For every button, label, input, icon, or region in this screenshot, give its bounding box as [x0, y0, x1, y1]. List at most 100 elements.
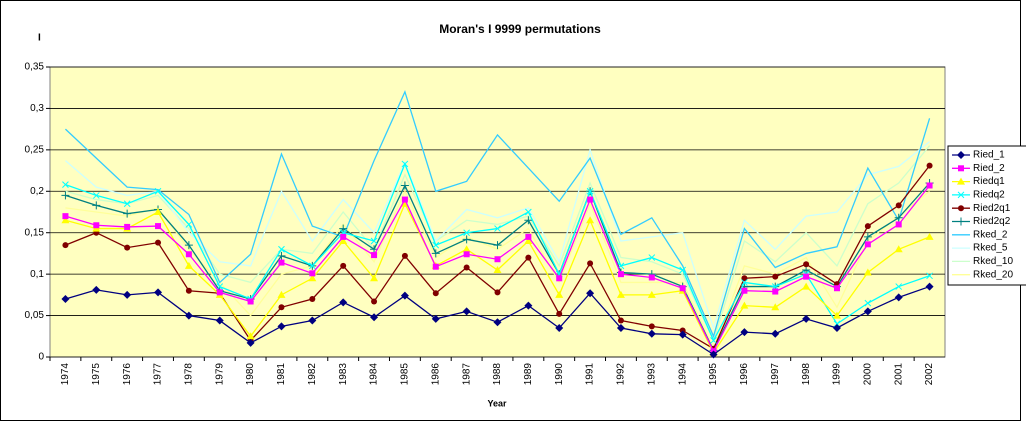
series-line	[64, 90, 931, 339]
marker	[277, 251, 286, 260]
marker	[308, 262, 316, 270]
marker	[432, 290, 439, 297]
marker	[493, 266, 502, 273]
marker	[154, 288, 163, 297]
x-tick-label: 1983	[338, 363, 349, 386]
marker	[556, 275, 563, 282]
marker	[309, 296, 316, 302]
marker	[62, 213, 69, 220]
marker	[587, 260, 594, 267]
marker	[832, 311, 841, 319]
marker	[462, 307, 471, 316]
marker	[863, 232, 872, 241]
marker	[494, 289, 501, 296]
marker	[371, 298, 378, 305]
marker	[184, 261, 193, 269]
marker	[617, 271, 624, 278]
marker	[431, 314, 440, 323]
legend-label: Ried_1	[973, 150, 1005, 161]
plot-area	[49, 66, 946, 358]
marker	[740, 328, 749, 337]
series-line	[65, 189, 930, 351]
x-tick-label: 1992	[616, 363, 627, 386]
marker	[92, 192, 100, 199]
marker	[525, 208, 532, 216]
x-tick-label: 1989	[523, 363, 534, 386]
x-tick-label: 1999	[832, 363, 843, 386]
marker	[371, 252, 378, 259]
x-tick-label: 1979	[214, 363, 225, 386]
marker	[958, 165, 964, 172]
y-tick-label: 0,2	[30, 186, 44, 197]
marker	[463, 229, 470, 237]
legend-label: Rked_20	[973, 269, 1013, 280]
marker	[926, 162, 933, 169]
marker	[555, 324, 564, 332]
marker	[741, 275, 748, 282]
marker	[401, 252, 408, 259]
marker	[678, 330, 687, 339]
x-tick-label: 1975	[91, 363, 102, 386]
marker	[370, 237, 378, 245]
y-tick-label: 0,15	[25, 227, 45, 238]
legend-label: Ried_2	[973, 163, 1005, 174]
marker	[679, 266, 687, 274]
marker	[339, 237, 348, 244]
marker	[124, 244, 131, 251]
marker	[370, 313, 379, 322]
x-tick-label: 1980	[245, 363, 256, 386]
marker	[524, 301, 533, 310]
x-tick-label: 1990	[554, 363, 565, 386]
marker	[556, 310, 563, 317]
marker	[833, 285, 840, 292]
x-tick-label: 1974	[60, 363, 71, 386]
marker	[958, 205, 964, 212]
marker	[92, 201, 101, 210]
marker	[401, 160, 409, 168]
marker	[710, 337, 717, 344]
marker	[802, 282, 811, 290]
marker	[863, 307, 872, 316]
marker	[277, 322, 286, 331]
marker	[463, 264, 470, 271]
marker	[277, 290, 286, 298]
marker	[462, 235, 471, 244]
marker	[894, 293, 903, 302]
marker	[62, 181, 69, 189]
marker	[123, 290, 132, 299]
marker	[400, 291, 409, 300]
marker	[894, 213, 903, 222]
marker	[525, 233, 532, 240]
marker	[803, 273, 810, 280]
marker	[771, 329, 780, 338]
legend-label: Rked_2	[973, 229, 1008, 240]
marker	[895, 283, 903, 290]
marker	[616, 290, 625, 298]
marker	[925, 282, 934, 291]
marker	[123, 200, 131, 208]
marker	[772, 288, 779, 295]
x-tick-label: 1977	[153, 363, 164, 386]
marker	[895, 221, 902, 228]
x-tick-label: 1985	[400, 363, 411, 386]
x-tick-label: 1994	[677, 363, 688, 386]
marker	[957, 151, 965, 159]
marker	[833, 320, 841, 328]
marker	[154, 187, 162, 195]
marker	[616, 324, 625, 332]
marker	[432, 263, 439, 270]
marker	[62, 242, 69, 249]
marker	[493, 241, 502, 250]
marker	[587, 196, 594, 203]
marker	[586, 187, 594, 195]
marker	[926, 182, 933, 189]
marker	[493, 318, 502, 327]
marker	[864, 241, 871, 248]
marker	[864, 223, 871, 230]
marker	[308, 316, 317, 325]
marker	[247, 298, 254, 305]
x-tick-label: 1986	[430, 363, 441, 386]
chart-title: Moran's I 9999 permutations	[439, 22, 601, 36]
marker	[61, 191, 70, 200]
y-tick-label: 0	[38, 352, 44, 363]
